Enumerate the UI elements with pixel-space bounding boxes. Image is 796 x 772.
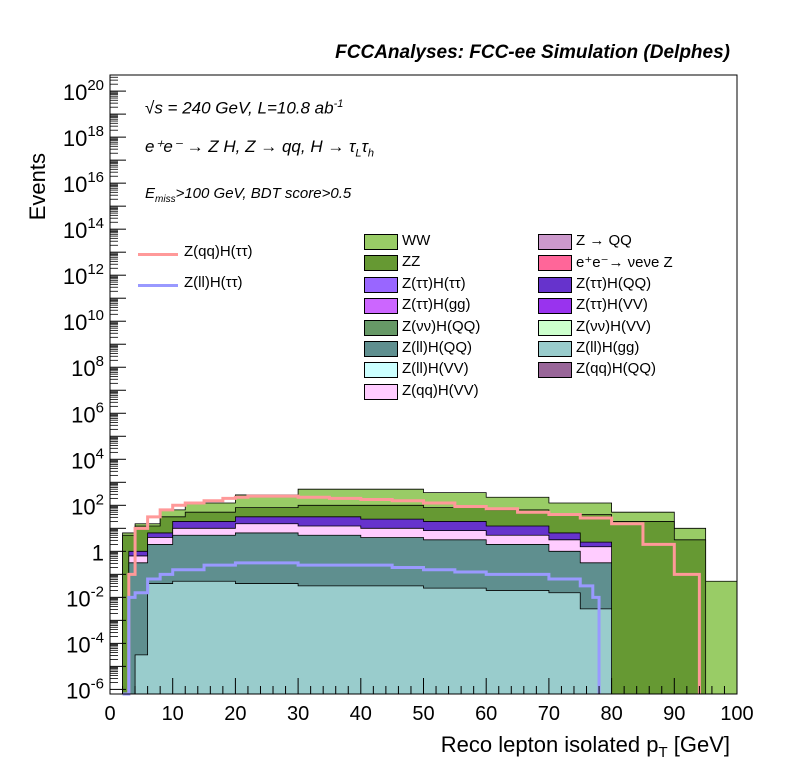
x-tick-label: 90 — [663, 703, 685, 725]
signal-line-0 — [122, 494, 701, 696]
x-tick-label: 30 — [287, 703, 309, 725]
y-tick-label: 104 — [71, 445, 104, 473]
x-tick-label: 80 — [600, 703, 622, 725]
y-tick-label: 102 — [71, 491, 104, 519]
legend-label: Z → QQ — [576, 232, 632, 249]
legend-swatch — [364, 319, 398, 336]
legend-line-label: Z(qq)H(ττ) — [184, 243, 253, 260]
y-tick-label: 108 — [71, 353, 104, 381]
energy-annotation: √s = 240 GeV, L=10.8 ab-1 — [145, 98, 344, 118]
legend-label: Z(ττ)H(ττ) — [402, 274, 466, 292]
legend-line-label: Z(ll)H(ττ) — [184, 274, 243, 291]
y-tick-label: 1018 — [63, 123, 104, 151]
y-tick-label: 1012 — [63, 261, 104, 289]
legend-swatch — [364, 298, 398, 315]
legend-label: Z(qq)H(QQ) — [576, 360, 656, 378]
stack-area-5 — [134, 580, 612, 695]
process-annotation: e⁺e⁻ → Z H, Z → qq, H → τLτh — [145, 137, 375, 160]
legend-swatch — [538, 362, 572, 379]
legend-label: Z(ll)H(VV) — [402, 360, 469, 378]
x-axis-ticks: 0 10 20 30 40 50 60 70 80 90 100 — [104, 678, 754, 725]
legend-label: Z(ll)H(gg) — [576, 339, 640, 356]
legend-swatch — [364, 362, 398, 379]
legend-label: Z(qq)H(VV) — [402, 381, 479, 399]
legend-label: Z(ττ)H(VV) — [576, 296, 648, 314]
selection-annotation: Emiss>100 GeV, BDT score>0.5 — [145, 185, 352, 205]
legend-label: Z(ll)H(QQ) — [402, 339, 472, 356]
y-tick-label: 10-6 — [66, 675, 104, 703]
legend-label: WW — [402, 232, 431, 249]
legend-swatch — [364, 234, 398, 250]
x-tick-label: 100 — [720, 703, 753, 725]
legend-label: ZZ — [402, 253, 421, 271]
y-tick-label: 1016 — [63, 169, 104, 197]
signal-lines — [122, 494, 701, 696]
x-tick-label: 0 — [104, 703, 115, 725]
y-tick-label: 1010 — [63, 307, 104, 335]
legend-line-swatch — [138, 253, 178, 256]
y-axis-label: Events — [25, 153, 50, 220]
legend-swatch — [538, 341, 572, 357]
y-tick-label: 1020 — [63, 77, 104, 105]
legend-swatch — [538, 255, 572, 272]
y-tick-label: 1 — [92, 540, 104, 565]
chart-header: FCCAnalyses: FCC-ee Simulation (Delphes) — [335, 42, 730, 63]
legend-label: e⁺e⁻→ νeνe Z — [576, 254, 673, 272]
x-tick-label: 70 — [538, 703, 560, 725]
legend-label: Z(νν)H(VV) — [576, 317, 651, 335]
legend-swatch — [538, 234, 572, 250]
x-axis-label: Reco lepton isolated pT [GeV] — [441, 732, 730, 761]
x-tick-label: 10 — [162, 703, 184, 725]
x-tick-label: 20 — [224, 703, 246, 725]
legend-swatch — [364, 341, 398, 357]
legend-swatch — [538, 276, 572, 293]
legend-line-swatch — [138, 284, 178, 287]
y-tick-label: 1014 — [63, 215, 104, 243]
legend-swatch — [364, 383, 398, 400]
y-axis-ticks: 1020 1018 1016 1014 1012 1010 108 106 104 102 1 10-… — [63, 74, 126, 703]
legend-swatch — [364, 276, 398, 293]
x-tick-label: 40 — [350, 703, 372, 725]
x-tick-label: 50 — [412, 703, 434, 725]
legend-swatch — [538, 319, 572, 336]
legend-swatch — [364, 255, 398, 272]
legend-swatch — [538, 298, 572, 315]
legend-label: Z(ττ)H(QQ) — [576, 274, 652, 292]
y-tick-label: 106 — [71, 399, 104, 427]
x-tick-label: 60 — [475, 703, 497, 725]
stacked-histogram — [122, 488, 738, 695]
legend-label: Z(ττ)H(gg) — [402, 296, 471, 314]
y-tick-label: 10-4 — [66, 629, 104, 657]
legend-label: Z(νν)H(QQ) — [402, 317, 481, 335]
signal-line-1 — [122, 561, 601, 696]
y-tick-label: 10-2 — [66, 583, 104, 611]
